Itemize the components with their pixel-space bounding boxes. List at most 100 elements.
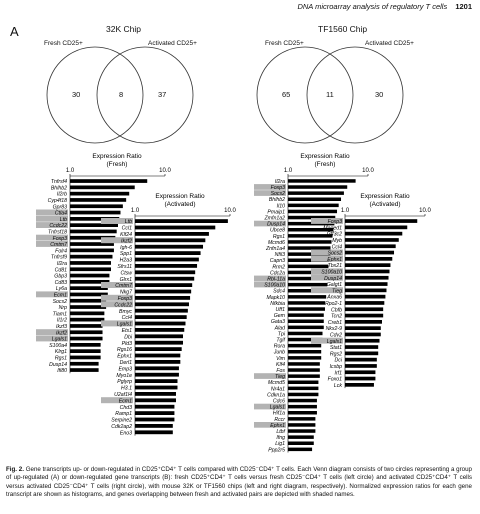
- bar: [70, 286, 108, 290]
- bar: [70, 361, 99, 366]
- bar: [288, 356, 322, 360]
- gene-label: Nfil3: [275, 252, 285, 258]
- gene-label: Pglyrp: [117, 379, 132, 385]
- gene-label: Socs2: [271, 191, 286, 197]
- running-title: DNA microarray analysis of regulatory T …: [297, 2, 448, 11]
- venn2-right-label: Activated CD25+: [365, 40, 414, 47]
- gene-label: Fos: [276, 368, 285, 374]
- bar: [135, 411, 175, 415]
- gene-label: Cdc6: [273, 399, 285, 405]
- bar: [288, 368, 320, 372]
- gene-label: Cdc2a: [270, 270, 285, 276]
- bar: [135, 392, 176, 396]
- highlight-box: [254, 281, 286, 288]
- bar: [70, 273, 110, 278]
- bar: [70, 355, 101, 360]
- bar: [135, 232, 209, 236]
- gene-label: Eno3: [120, 430, 132, 436]
- bar: [70, 305, 107, 309]
- bar: [70, 179, 148, 183]
- gene-label: Il10: [277, 203, 285, 209]
- x-tick-label: 1.0: [341, 208, 350, 214]
- x-tick-label: 10.0: [419, 208, 431, 214]
- bar: [135, 424, 173, 428]
- gene-label: Lck: [334, 383, 342, 389]
- bar: [135, 225, 216, 230]
- gene-label: Ifi80: [57, 368, 67, 374]
- gene-label: Ltbf: [276, 429, 285, 435]
- bar: [135, 404, 175, 409]
- gene-label: Cbfb: [331, 307, 342, 313]
- highlight-box: [254, 190, 286, 196]
- bar: [345, 320, 382, 324]
- x-tick-label: 10.0: [159, 168, 171, 174]
- bar: [288, 441, 314, 445]
- gene-label: Cd81: [55, 267, 68, 273]
- bar: [288, 411, 317, 415]
- bar: [288, 343, 322, 348]
- gene-label: Derl1: [120, 360, 133, 366]
- gene-label: Irf1: [335, 370, 343, 376]
- gene-label: Ubce8: [270, 228, 285, 234]
- bar: [135, 296, 191, 300]
- gene-label: Ctsw: [120, 270, 133, 276]
- venn1-left-label: Fresh CD25+: [44, 40, 83, 47]
- gene-label: Chd3: [120, 405, 133, 411]
- bar: [70, 280, 110, 284]
- bar: [345, 263, 391, 267]
- gene-label: Rpo2-1: [325, 301, 342, 307]
- gene-label: Igh-6: [120, 245, 132, 251]
- gene-label: Myb: [332, 238, 342, 244]
- venn1-left-count: 30: [72, 90, 81, 99]
- bar: [345, 269, 390, 274]
- highlight-box: [311, 255, 343, 262]
- gene-label: Icsbp: [330, 364, 343, 370]
- bar: [135, 334, 183, 339]
- bar: [288, 404, 317, 409]
- bar: [70, 235, 116, 240]
- chart-tf1560-fresh: Expression Ratio(Fresh)1.0 10.0Il2raFoxp3…: [254, 153, 374, 453]
- gene-label: Rbl-11a: [267, 277, 285, 283]
- gene-label: Ets1: [122, 328, 132, 334]
- bar: [288, 350, 322, 354]
- gene-label: Creb1: [328, 320, 342, 326]
- bar: [345, 307, 384, 312]
- gene-label: Sdc4: [273, 289, 285, 295]
- highlight-box: [254, 422, 286, 428]
- bar: [288, 252, 331, 256]
- highlight-box: [311, 268, 343, 275]
- bar: [288, 276, 328, 281]
- bar: [135, 430, 173, 435]
- gene-label: Hif1a: [273, 411, 285, 417]
- highlight-box: [101, 301, 133, 308]
- gene-label: Serpine2: [111, 418, 132, 424]
- gene-label: H3.1: [121, 386, 132, 392]
- bar: [135, 251, 201, 255]
- panel-letter: A: [10, 24, 19, 39]
- gene-label: Foxp3: [328, 219, 343, 225]
- gene-label: Ccl4: [332, 244, 342, 250]
- gene-label: Bhlhb2: [269, 197, 285, 203]
- venn1-right-label: Activated CD25+: [148, 40, 197, 47]
- gene-label: Tieg: [275, 374, 285, 380]
- bar: [288, 179, 356, 183]
- gene-label: Ephx1: [327, 257, 342, 263]
- bar: [70, 185, 135, 190]
- gene-label: Ikzf3: [56, 324, 67, 330]
- highlight-box: [254, 184, 286, 190]
- bar: [345, 313, 384, 318]
- gene-label: Nfkbia: [270, 301, 285, 307]
- bar: [135, 328, 185, 332]
- bar: [288, 447, 313, 452]
- bar: [70, 198, 127, 202]
- bar: [288, 374, 320, 378]
- highlight-box: [36, 209, 68, 216]
- chart-title: Expression Ratio: [92, 153, 142, 160]
- highlight-box: [101, 397, 133, 404]
- gene-label: Lig1: [275, 441, 285, 447]
- highlight-box: [101, 282, 133, 288]
- bar: [135, 340, 183, 345]
- bar: [345, 364, 377, 368]
- gene-label: Dusp14: [267, 222, 285, 228]
- bar: [70, 298, 107, 303]
